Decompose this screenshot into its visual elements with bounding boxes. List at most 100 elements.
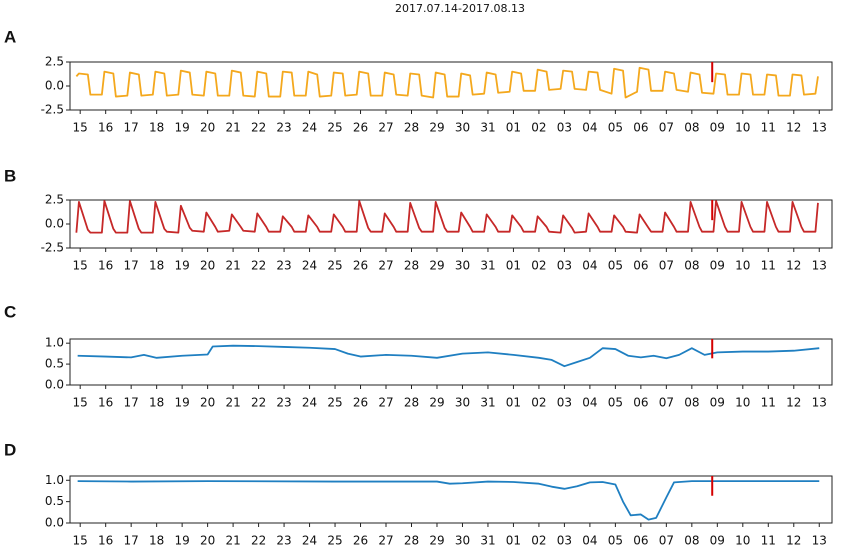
x-tick-label: 27 <box>378 534 393 548</box>
x-tick-label: 07 <box>659 396 674 410</box>
x-tick-label: 03 <box>557 534 572 548</box>
x-tick-label: 01 <box>506 534 521 548</box>
x-tick-label: 06 <box>633 534 648 548</box>
x-tick-label: 31 <box>480 396 495 410</box>
x-tick-label: 21 <box>225 121 240 135</box>
x-tick-label: 13 <box>812 121 827 135</box>
x-tick-label: 17 <box>124 396 139 410</box>
y-tick-label: 1.0 <box>45 336 64 350</box>
x-tick-label: 16 <box>98 396 113 410</box>
y-tick-label: 0.5 <box>45 357 64 371</box>
x-tick-label: 17 <box>124 534 139 548</box>
x-tick-label: 24 <box>302 534 317 548</box>
x-tick-label: 26 <box>353 121 368 135</box>
x-tick-label: 19 <box>174 534 189 548</box>
panel-label: C <box>4 302 16 321</box>
x-tick-label: 19 <box>174 121 189 135</box>
x-tick-label: 24 <box>302 396 317 410</box>
y-tick-label: 0.5 <box>45 494 64 508</box>
x-tick-label: 23 <box>276 396 291 410</box>
x-tick-label: 10 <box>735 259 750 273</box>
x-tick-label: 28 <box>404 121 419 135</box>
panel-label: A <box>4 27 16 46</box>
x-tick-label: 04 <box>582 121 597 135</box>
x-tick-label: 20 <box>200 534 215 548</box>
x-tick-label: 18 <box>149 121 164 135</box>
x-tick-label: 11 <box>761 534 776 548</box>
x-tick-label: 28 <box>404 396 419 410</box>
data-line <box>77 344 820 368</box>
x-tick-label: 08 <box>684 121 699 135</box>
x-tick-label: 29 <box>429 259 444 273</box>
x-tick-label: 16 <box>98 259 113 273</box>
x-tick-label: 26 <box>353 259 368 273</box>
x-tick-label: 05 <box>608 396 623 410</box>
x-tick-label: 07 <box>659 121 674 135</box>
x-tick-label: 02 <box>531 121 546 135</box>
x-tick-label: 20 <box>200 396 215 410</box>
x-tick-label: 27 <box>378 396 393 410</box>
x-tick-label: 17 <box>124 259 139 273</box>
x-tick-label: 19 <box>174 259 189 273</box>
x-tick-label: 16 <box>98 534 113 548</box>
x-tick-label: 01 <box>506 121 521 135</box>
x-tick-label: 10 <box>735 121 750 135</box>
x-tick-label: 24 <box>302 259 317 273</box>
x-tick-label: 20 <box>200 259 215 273</box>
x-tick-label: 11 <box>761 259 776 273</box>
y-tick-label: 1.0 <box>45 473 64 487</box>
x-tick-label: 08 <box>684 259 699 273</box>
x-tick-label: 30 <box>455 396 470 410</box>
x-tick-label: 03 <box>557 121 572 135</box>
x-tick-label: 09 <box>710 121 725 135</box>
x-tick-label: 26 <box>353 534 368 548</box>
x-tick-label: 05 <box>608 534 623 548</box>
y-tick-label: 2.5 <box>45 55 64 69</box>
x-tick-label: 21 <box>225 396 240 410</box>
x-tick-label: 15 <box>73 534 88 548</box>
x-tick-label: 09 <box>710 534 725 548</box>
y-tick-label: 0.0 <box>45 516 64 530</box>
x-tick-label: 27 <box>378 121 393 135</box>
x-tick-label: 20 <box>200 121 215 135</box>
plot-frame <box>69 338 833 386</box>
x-tick-label: 28 <box>404 259 419 273</box>
x-tick-label: 16 <box>98 121 113 135</box>
x-tick-label: 19 <box>174 396 189 410</box>
x-tick-label: 01 <box>506 396 521 410</box>
x-tick-label: 23 <box>276 121 291 135</box>
x-tick-label: 09 <box>710 259 725 273</box>
y-tick-label: 2.5 <box>45 193 64 207</box>
x-tick-label: 18 <box>149 259 164 273</box>
x-tick-label: 30 <box>455 121 470 135</box>
x-tick-label: 02 <box>531 396 546 410</box>
x-tick-label: 30 <box>455 534 470 548</box>
x-tick-label: 10 <box>735 534 750 548</box>
data-line <box>77 480 820 521</box>
x-tick-label: 18 <box>149 534 164 548</box>
x-tick-label: 12 <box>786 534 801 548</box>
x-tick-label: 13 <box>812 396 827 410</box>
x-tick-label: 04 <box>582 534 597 548</box>
x-tick-label: 08 <box>684 534 699 548</box>
x-tick-label: 29 <box>429 121 444 135</box>
x-tick-label: 29 <box>429 534 444 548</box>
x-tick-label: 25 <box>327 259 342 273</box>
x-tick-label: 25 <box>327 534 342 548</box>
x-tick-label: 08 <box>684 396 699 410</box>
panel-label: B <box>4 166 16 185</box>
x-tick-label: 13 <box>812 259 827 273</box>
plot-frame <box>69 61 833 111</box>
y-tick-label: -2.5 <box>41 103 64 117</box>
x-tick-label: 25 <box>327 396 342 410</box>
data-line <box>75 200 819 234</box>
data-line <box>75 66 819 99</box>
x-tick-label: 11 <box>761 396 776 410</box>
y-tick-label: -2.5 <box>41 241 64 255</box>
chart-title: 2017.07.14-2017.08.13 <box>395 2 525 15</box>
x-tick-label: 23 <box>276 259 291 273</box>
x-tick-label: 02 <box>531 534 546 548</box>
x-tick-label: 26 <box>353 396 368 410</box>
x-tick-label: 31 <box>480 534 495 548</box>
x-tick-label: 17 <box>124 121 139 135</box>
